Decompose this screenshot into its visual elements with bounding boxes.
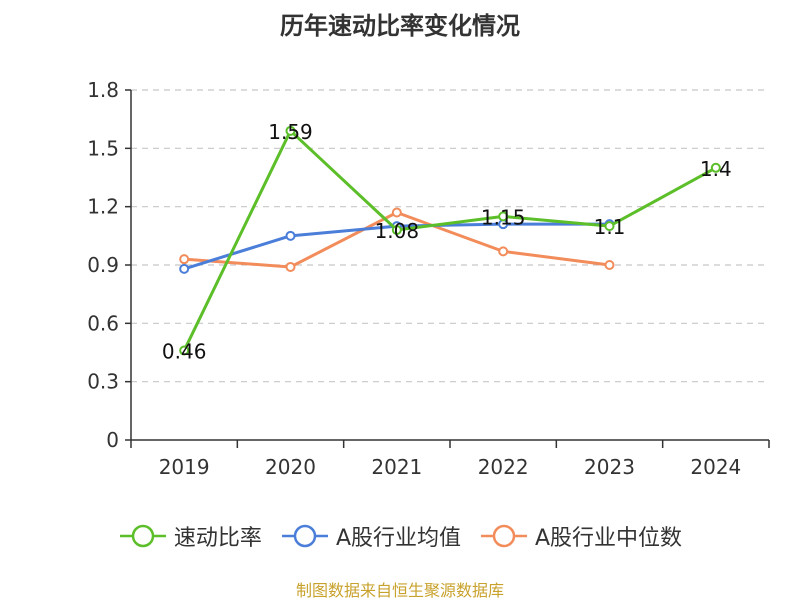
data-point bbox=[604, 221, 615, 232]
legend-swatch-marker bbox=[492, 524, 516, 548]
data-point bbox=[179, 263, 190, 274]
data-point bbox=[498, 246, 509, 257]
data-point bbox=[285, 125, 296, 136]
legend-swatch-marker bbox=[131, 524, 155, 548]
data-label: 0.46 bbox=[162, 340, 207, 364]
x-tick-label: 2022 bbox=[478, 455, 529, 479]
y-tick-label: 0.9 bbox=[87, 253, 119, 277]
data-label: 1.15 bbox=[481, 205, 526, 229]
line-chart: 0 0.3 0.6 0.9 1.2 1.5 1.8 2019 2020 2021 2022 2023 2… bbox=[87, 78, 770, 479]
legend: 速动比率 A股行业均值 A股行业中位数 bbox=[0, 518, 800, 554]
x-tick-label: 2023 bbox=[584, 455, 635, 479]
legend-item[interactable]: 速动比率 bbox=[118, 518, 262, 554]
legend-swatch bbox=[481, 524, 527, 548]
legend-label: A股行业均值 bbox=[335, 526, 461, 551]
y-tick-label: 0 bbox=[106, 428, 119, 452]
data-point bbox=[391, 225, 402, 235]
y-tick-label: 1.5 bbox=[87, 136, 119, 160]
source-note: 制图数据来自恒生聚源数据库 bbox=[295, 581, 504, 600]
data-point bbox=[285, 230, 296, 241]
x-tick-label: 2020 bbox=[265, 455, 316, 479]
legend-label: A股行业中位数 bbox=[535, 526, 683, 551]
data-point bbox=[179, 345, 190, 356]
chart-title: 历年速动比率变化情况 bbox=[280, 12, 520, 40]
legend-item[interactable]: A股行业中位数 bbox=[479, 518, 682, 554]
legend-swatch bbox=[281, 524, 328, 548]
data-label: 1.4 bbox=[700, 157, 732, 181]
y-tick-label: 1.8 bbox=[87, 78, 119, 102]
data-point bbox=[391, 207, 402, 218]
y-tick-label: 0.6 bbox=[87, 311, 119, 335]
legend-swatch-marker bbox=[293, 524, 317, 548]
x-tick-label: 2021 bbox=[371, 455, 422, 479]
legend-swatch bbox=[119, 524, 166, 548]
data-point bbox=[498, 211, 509, 222]
data-point bbox=[710, 162, 721, 173]
y-tick-label: 1.2 bbox=[87, 195, 119, 219]
x-tick-label: 2024 bbox=[690, 455, 741, 479]
legend-label: 速动比率 bbox=[173, 526, 262, 551]
data-point bbox=[179, 254, 190, 265]
data-label: 1.08 bbox=[375, 219, 420, 243]
data-point bbox=[285, 261, 296, 272]
data-label: 1.1 bbox=[594, 215, 626, 239]
data-label: 1.59 bbox=[268, 120, 313, 144]
x-tick-label: 2019 bbox=[159, 455, 210, 479]
data-point bbox=[604, 260, 615, 270]
y-tick-label: 0.3 bbox=[87, 370, 119, 394]
legend-item[interactable]: A股行业均值 bbox=[280, 518, 461, 554]
series-line bbox=[182, 129, 717, 352]
